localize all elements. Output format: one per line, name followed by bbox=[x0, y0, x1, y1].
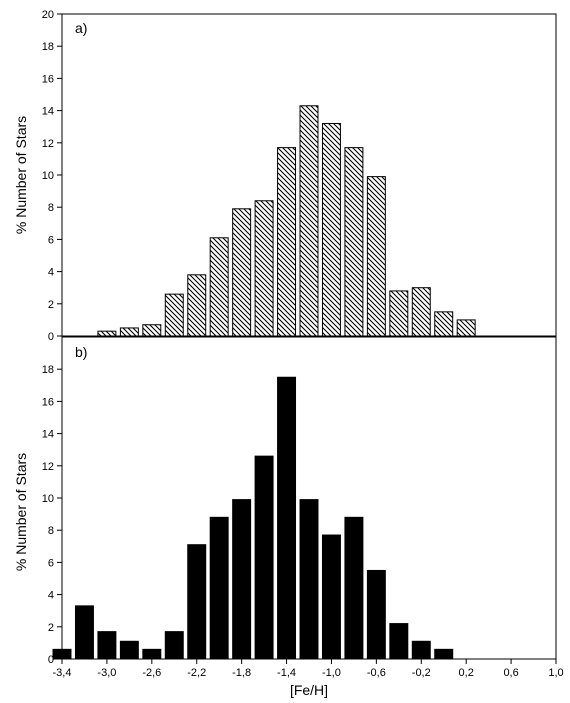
panel-a-bar bbox=[389, 290, 409, 337]
panel-b-y-tick-label: 4 bbox=[48, 590, 54, 602]
panel-b-y-tick-label: 8 bbox=[48, 525, 54, 537]
panel-b-bar bbox=[277, 376, 297, 660]
panel-a-y-tick-label: 8 bbox=[48, 202, 54, 214]
panel-a-y-ticks: 0 2 4 6 8 10 12 14 16 18 20 bbox=[42, 9, 62, 343]
panel-a-y-tick-label: 10 bbox=[42, 170, 54, 182]
panel-a-y-tick-label: 20 bbox=[42, 9, 54, 21]
panel-b-bar bbox=[187, 544, 207, 660]
panel-b-bar bbox=[142, 648, 162, 660]
x-tick-label: -2,6 bbox=[142, 667, 161, 679]
panel-a-y-tick-label: 0 bbox=[48, 331, 54, 343]
x-tick-label: -3,4 bbox=[53, 667, 72, 679]
panel-a-bar bbox=[411, 287, 431, 337]
panel-a-y-tick-label: 18 bbox=[42, 41, 54, 53]
panel-a-y-tick-label: 12 bbox=[42, 138, 54, 150]
panel-b-bar bbox=[52, 648, 72, 660]
panel-a-bar bbox=[344, 147, 364, 337]
panel-a-bar bbox=[209, 237, 229, 337]
panel-a: a) % Number of Stars 0 2 4 6 8 10 12 14 16 18 20 bbox=[13, 9, 557, 343]
panel-a-y-tick-label: 6 bbox=[48, 234, 54, 246]
panel-a-bar bbox=[456, 319, 476, 337]
panel-b-bars bbox=[52, 376, 454, 660]
panel-b-bar bbox=[434, 648, 454, 660]
panel-a-bar bbox=[232, 208, 252, 337]
panel-a-bar bbox=[366, 176, 386, 337]
panel-b-bar bbox=[232, 499, 252, 660]
panel-a-y-tick-label: 4 bbox=[48, 267, 54, 279]
panel-b-bar bbox=[411, 640, 431, 660]
x-tick-label: -0,2 bbox=[412, 667, 431, 679]
panel-b-bar bbox=[97, 631, 117, 660]
panel-a-bar bbox=[299, 105, 319, 337]
panel-a-bar bbox=[277, 147, 297, 337]
x-tick-label: 1,0 bbox=[548, 667, 563, 679]
panel-a-bar bbox=[119, 327, 139, 337]
panel-b-y-ticks: 0 2 4 6 8 10 12 14 16 18 bbox=[42, 364, 62, 666]
panel-a-bar bbox=[321, 122, 341, 337]
panel-a-bar bbox=[164, 293, 184, 337]
panel-a-bar bbox=[142, 324, 162, 337]
x-tick-label: -3,0 bbox=[97, 667, 116, 679]
panel-b-y-tick-label: 14 bbox=[42, 429, 54, 441]
x-tick-label: -2,2 bbox=[187, 667, 206, 679]
panel-b-bar bbox=[119, 640, 139, 660]
x-tick-label: -1,0 bbox=[322, 667, 341, 679]
panel-b-bar bbox=[74, 605, 94, 660]
panel-b-x-ticks: -3,4 -3,0 -2,6 -2,2 -1,8 -1,4 -1,0 -0,6 -0,2 0,2 0… bbox=[53, 659, 564, 679]
panel-b-bar bbox=[344, 516, 364, 660]
panel-a-y-axis-title: % Number of Stars bbox=[13, 116, 29, 234]
panel-b-bar bbox=[209, 516, 229, 660]
x-tick-label: -1,4 bbox=[277, 667, 296, 679]
panel-b-label: b) bbox=[75, 344, 87, 360]
x-tick-label: 0,6 bbox=[503, 667, 518, 679]
panel-b-y-tick-label: 10 bbox=[42, 493, 54, 505]
panel-b-y-tick-label: 12 bbox=[42, 461, 54, 473]
panel-b-y-tick-label: 18 bbox=[42, 364, 54, 376]
panel-b-y-tick-label: 16 bbox=[42, 396, 54, 408]
panel-b-bar bbox=[366, 569, 386, 660]
panel-a-bar bbox=[187, 274, 207, 337]
x-axis-title: [Fe/H] bbox=[290, 682, 328, 698]
panel-a-bar bbox=[434, 311, 454, 337]
panel-a-y-tick-label: 14 bbox=[42, 106, 54, 118]
panel-b-y-tick-label: 0 bbox=[48, 654, 54, 666]
x-tick-label: 0,2 bbox=[459, 667, 474, 679]
x-tick-label: -1,8 bbox=[232, 667, 251, 679]
panel-b-bar bbox=[164, 631, 184, 660]
panel-b-y-axis-title: % Number of Stars bbox=[13, 453, 29, 571]
panel-a-bar bbox=[97, 330, 117, 337]
panel-b-bar bbox=[254, 455, 274, 660]
panel-b: b) % Number of Stars 0 2 4 6 8 10 12 14 16 18 -3,… bbox=[13, 336, 564, 698]
panel-a-y-tick-label: 2 bbox=[48, 299, 54, 311]
panel-a-bar bbox=[254, 200, 274, 337]
panel-b-bar bbox=[321, 534, 341, 660]
panel-b-bar bbox=[299, 499, 319, 660]
panel-a-label: a) bbox=[75, 20, 87, 36]
panel-a-bars bbox=[97, 105, 476, 337]
panel-b-bar bbox=[389, 623, 409, 660]
panel-a-y-tick-label: 16 bbox=[42, 73, 54, 85]
panel-b-y-tick-label: 6 bbox=[48, 557, 54, 569]
x-tick-label: -0,6 bbox=[367, 667, 386, 679]
panel-b-y-tick-label: 2 bbox=[48, 622, 54, 634]
